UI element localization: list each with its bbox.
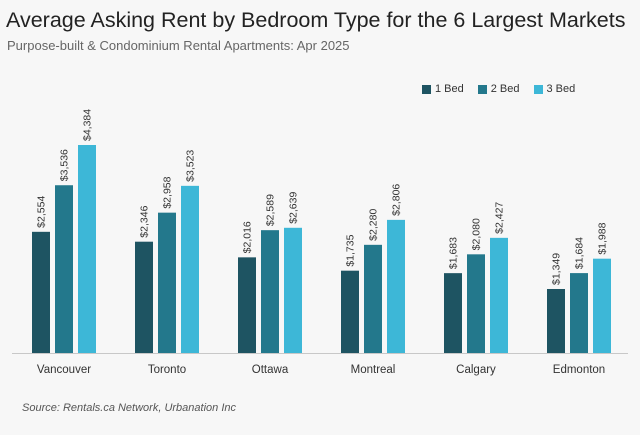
legend-label-2-bed: 2 Bed (490, 83, 520, 95)
legend-label-1-bed: 1 Bed (435, 83, 464, 95)
x-tick-label: Edmonton (553, 364, 605, 376)
bar-2-bed-montreal (364, 244, 382, 353)
bar-2-bed-ottawa (261, 230, 279, 353)
data-label: $2,280 (368, 209, 380, 241)
data-label: $2,589 (265, 194, 277, 226)
data-label: $2,346 (139, 205, 151, 237)
x-tick-label: Vancouver (37, 364, 91, 376)
source-note: Source: Rentals.ca Network, Urbanation I… (22, 402, 236, 414)
bar-2-bed-edmonton (570, 273, 588, 353)
data-label: $2,958 (162, 176, 174, 208)
chart-subtitle: Purpose-built & Condominium Rental Apart… (7, 38, 350, 53)
data-label: $3,536 (59, 149, 71, 181)
data-label: $1,683 (448, 237, 460, 269)
bar-3-bed-vancouver (78, 145, 96, 353)
legend-item-2-bed: 2 Bed (477, 83, 520, 95)
x-tick-label: Calgary (456, 364, 496, 376)
bar-2-bed-toronto (158, 212, 176, 353)
x-tick-label: Toronto (148, 364, 186, 376)
bar-3-bed-edmonton (593, 258, 611, 353)
bar-3-bed-montreal (387, 219, 405, 353)
data-label: $2,427 (494, 202, 506, 234)
legend-swatch-1-bed (422, 84, 431, 94)
bar-3-bed-toronto (181, 185, 199, 353)
bar-1-bed-toronto (135, 241, 153, 353)
bar-3-bed-ottawa (284, 227, 302, 353)
data-label: $1,988 (597, 222, 609, 254)
bar-2-bed-vancouver (55, 185, 73, 353)
chart-title: Average Asking Rent by Bedroom Type for … (6, 8, 626, 32)
data-label: $2,806 (391, 184, 403, 216)
legend-item-1-bed: 1 Bed (422, 83, 464, 95)
bar-1-bed-edmonton (547, 288, 565, 353)
data-label: $2,554 (36, 196, 48, 228)
data-label: $1,349 (551, 253, 563, 285)
bar-1-bed-calgary (444, 273, 462, 353)
bar-2-bed-calgary (467, 254, 485, 353)
x-tick-label: Montreal (351, 364, 396, 376)
data-label: $1,684 (574, 237, 586, 269)
bar-1-bed-montreal (341, 270, 359, 353)
data-label: $2,016 (242, 221, 254, 253)
chart-legend: 1 Bed 2 Bed 3 Bed (422, 83, 575, 95)
data-label: $1,735 (345, 234, 357, 266)
data-label: $3,523 (185, 150, 197, 182)
data-label: $2,639 (288, 192, 300, 224)
legend-swatch-2-bed (477, 84, 487, 94)
legend-item-3-bed: 3 Bed (533, 83, 576, 95)
data-label: $4,384 (82, 109, 94, 141)
legend-swatch-3-bed (533, 84, 543, 94)
legend-label-3-bed: 3 Bed (546, 83, 576, 95)
bar-3-bed-calgary (490, 237, 508, 353)
data-label: $2,080 (471, 218, 483, 250)
bar-1-bed-vancouver (32, 231, 50, 353)
bar-1-bed-ottawa (238, 257, 256, 353)
x-tick-label: Ottawa (252, 364, 289, 376)
